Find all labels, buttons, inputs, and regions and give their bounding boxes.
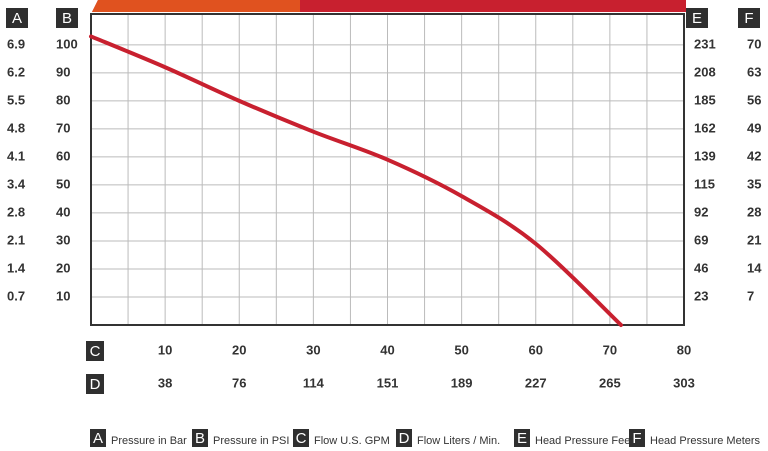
x-tick-label: 60 <box>529 342 543 357</box>
y-alt-left-tick-label: 1.4 <box>7 260 26 275</box>
axis-badge <box>86 341 104 361</box>
y-alt-far-right-tick-label: 14 <box>747 260 762 275</box>
x-alt-tick-label: 189 <box>451 375 473 390</box>
plot-border <box>90 13 685 326</box>
x-tick-label: 20 <box>232 342 246 357</box>
y-alt-far-right-tick-label: 56 <box>747 92 761 107</box>
y-alt-left-tick-label: 5.5 <box>7 92 25 107</box>
legend-label: Pressure in Bar <box>111 435 187 447</box>
y-tick-label: 50 <box>56 176 70 191</box>
x-alt-tick-label: 76 <box>232 375 246 390</box>
legend-badge-letter: F <box>632 430 641 447</box>
axis-badge <box>686 8 708 28</box>
y-alt-far-right-tick-label: 63 <box>747 64 761 79</box>
y-alt-left-tick-label: 2.8 <box>7 204 25 219</box>
legend-badge <box>293 429 309 447</box>
legend-badge <box>90 429 106 447</box>
y-alt-left-tick-label: 3.4 <box>7 176 26 191</box>
y-tick-label: 20 <box>56 260 70 275</box>
x-tick-label: 30 <box>306 342 320 357</box>
legend-label: Pressure in PSI <box>213 435 289 447</box>
legend-badge-letter: D <box>399 430 410 447</box>
legend-label: Flow U.S. GPM <box>314 435 390 447</box>
x-alt-tick-label: 151 <box>377 375 399 390</box>
y-alt-far-right-tick-label: 21 <box>747 232 761 247</box>
legend-badge-letter: A <box>93 430 103 447</box>
x-tick-label: 40 <box>380 342 394 357</box>
y-alt-far-right-tick-label: 70 <box>747 36 761 51</box>
header-banner-accent <box>92 0 300 12</box>
y-alt-right-tick-label: 185 <box>694 92 716 107</box>
axis-badge-letter: D <box>90 376 101 393</box>
y-tick-label: 70 <box>56 120 70 135</box>
axis-badge-letter: E <box>692 10 702 27</box>
y-alt-right-tick-label: 231 <box>694 36 716 51</box>
x-tick-label: 50 <box>454 342 468 357</box>
y-alt-right-tick-label: 139 <box>694 148 716 163</box>
y-alt-left-tick-label: 6.2 <box>7 64 25 79</box>
legend-badge-letter: B <box>195 430 205 447</box>
legend-badge <box>629 429 645 447</box>
x-alt-tick-label: 265 <box>599 375 621 390</box>
y-alt-left-tick-label: 2.1 <box>7 232 25 247</box>
y-alt-right-tick-label: 208 <box>694 64 716 79</box>
legend-badge <box>192 429 208 447</box>
y-alt-left-tick-label: 6.9 <box>7 36 25 51</box>
legend-label: Head Pressure Meters <box>650 435 761 447</box>
x-tick-label: 70 <box>603 342 617 357</box>
y-alt-far-right-tick-label: 28 <box>747 204 761 219</box>
x-alt-tick-label: 303 <box>673 375 695 390</box>
legend-badge <box>396 429 412 447</box>
axis-badge-letter: A <box>12 10 22 27</box>
axis-badge-letter: B <box>62 10 72 27</box>
y-alt-right-tick-label: 46 <box>694 260 708 275</box>
x-alt-tick-label: 114 <box>303 375 325 390</box>
y-tick-label: 60 <box>56 148 70 163</box>
y-tick-label: 90 <box>56 64 70 79</box>
y-tick-label: 30 <box>56 232 70 247</box>
legend-label: Head Pressure Feet <box>535 435 633 447</box>
axis-badge <box>6 8 28 28</box>
y-alt-right-tick-label: 92 <box>694 204 708 219</box>
y-alt-right-tick-label: 115 <box>694 176 715 191</box>
y-alt-left-tick-label: 0.7 <box>7 288 25 303</box>
legend-label: Flow Liters / Min. <box>417 435 500 447</box>
x-tick-label: 80 <box>677 342 691 357</box>
y-alt-right-tick-label: 69 <box>694 232 708 247</box>
legend-badge-letter: E <box>517 430 527 447</box>
y-alt-far-right-tick-label: 49 <box>747 120 761 135</box>
axis-badge-letter: F <box>744 10 753 27</box>
axis-badge <box>738 8 760 28</box>
axis-badge-letter: C <box>90 343 101 360</box>
legend-badge <box>514 429 530 447</box>
y-tick-label: 100 <box>56 36 78 51</box>
legend-badge-letter: C <box>296 430 307 447</box>
y-alt-far-right-tick-label: 35 <box>747 176 761 191</box>
y-alt-right-tick-label: 162 <box>694 120 716 135</box>
y-alt-right-tick-label: 23 <box>694 288 708 303</box>
y-tick-label: 10 <box>56 288 70 303</box>
y-tick-label: 40 <box>56 204 70 219</box>
x-alt-tick-label: 38 <box>158 375 172 390</box>
x-alt-tick-label: 227 <box>525 375 547 390</box>
y-alt-left-tick-label: 4.1 <box>7 148 25 163</box>
y-alt-far-right-tick-label: 7 <box>747 288 754 303</box>
axis-badge <box>86 374 104 394</box>
series-line <box>89 34 623 327</box>
y-alt-left-tick-label: 4.8 <box>7 120 25 135</box>
y-alt-far-right-tick-label: 42 <box>747 148 761 163</box>
x-tick-label: 10 <box>158 342 172 357</box>
y-tick-label: 80 <box>56 92 70 107</box>
axis-badge <box>56 8 78 28</box>
